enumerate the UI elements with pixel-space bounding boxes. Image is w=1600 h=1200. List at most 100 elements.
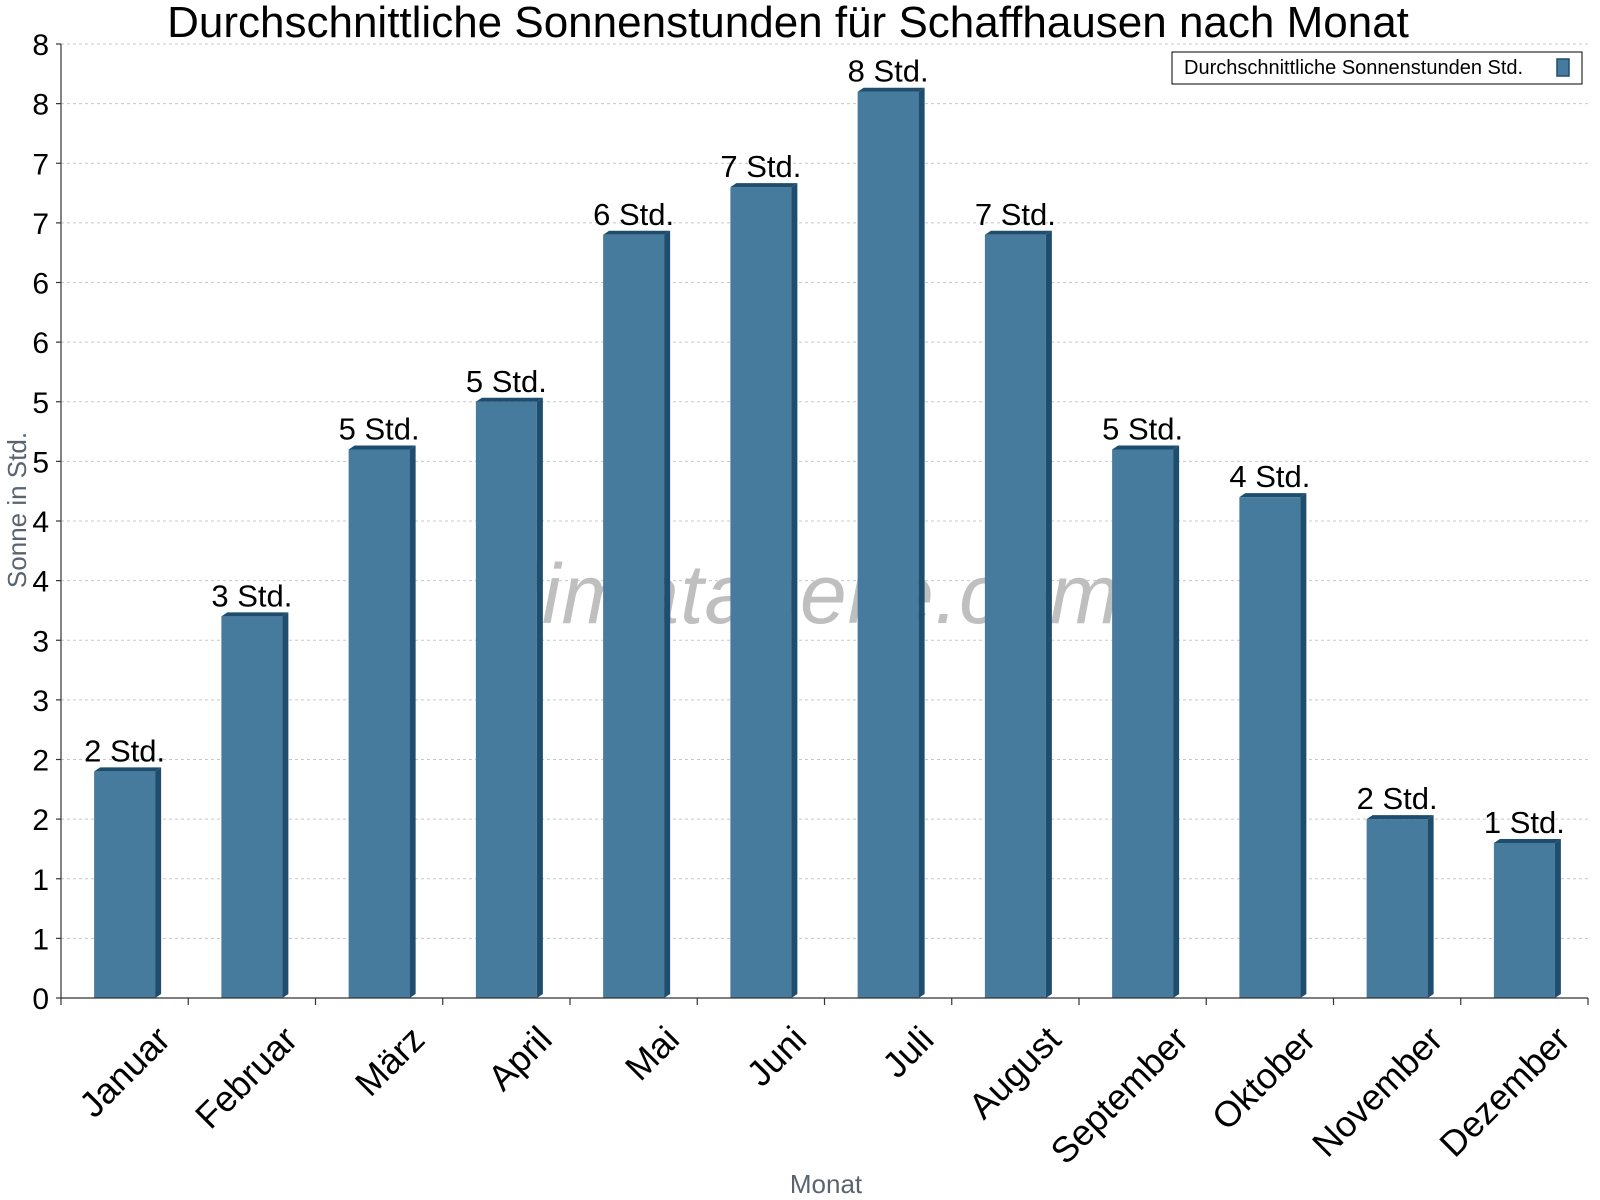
bar-face bbox=[857, 91, 919, 998]
y-tick-label: 6 bbox=[32, 268, 49, 301]
bar-face bbox=[94, 771, 156, 998]
y-tick-label: 7 bbox=[32, 208, 49, 241]
bar-face bbox=[348, 449, 410, 998]
bar-top bbox=[1493, 838, 1561, 843]
data-label: 6 Std. bbox=[593, 197, 674, 232]
bar-top bbox=[1239, 493, 1307, 498]
bar-top bbox=[984, 230, 1052, 235]
y-tick-label: 6 bbox=[32, 327, 49, 360]
bar-juli bbox=[857, 87, 925, 998]
bar-face bbox=[730, 187, 792, 999]
bar-side bbox=[791, 183, 798, 999]
bar-face bbox=[221, 616, 283, 998]
x-tick-label: Oktober bbox=[1204, 1018, 1324, 1138]
data-label: 4 Std. bbox=[1229, 459, 1310, 494]
bar-oktober bbox=[1239, 493, 1307, 998]
data-label: 1 Std. bbox=[1484, 805, 1565, 840]
bar-face bbox=[1493, 842, 1555, 998]
bar-side bbox=[918, 87, 925, 998]
bar-september bbox=[1112, 445, 1180, 998]
data-label: 5 Std. bbox=[1102, 411, 1183, 446]
bar-face bbox=[1112, 449, 1174, 998]
bar-face bbox=[1366, 819, 1428, 998]
bar-side bbox=[155, 767, 162, 998]
y-tick-label: 2 bbox=[32, 745, 49, 778]
y-tick-label: 0 bbox=[32, 983, 49, 1016]
data-label: 2 Std. bbox=[1357, 781, 1438, 816]
bar-side bbox=[1173, 445, 1180, 998]
x-tick-label: Februar bbox=[187, 1018, 305, 1136]
y-tick-label: 4 bbox=[32, 566, 49, 599]
legend-box bbox=[1171, 51, 1583, 85]
chart-title: Durchschnittliche Sonnenstunden für Scha… bbox=[167, 0, 1409, 47]
y-tick-label: 5 bbox=[32, 387, 49, 420]
bar-top bbox=[348, 445, 416, 450]
x-tick-label: Januar bbox=[71, 1018, 178, 1125]
y-tick-label: 1 bbox=[32, 923, 49, 956]
y-tick-label: 3 bbox=[32, 685, 49, 718]
bar-side bbox=[664, 230, 671, 999]
bar-side bbox=[1554, 838, 1561, 998]
bar-top bbox=[730, 183, 798, 188]
y-tick-label: 3 bbox=[32, 625, 49, 658]
data-label: 8 Std. bbox=[848, 54, 929, 89]
x-tick-label: November bbox=[1304, 1018, 1450, 1164]
axes bbox=[56, 43, 1589, 1005]
bar-top bbox=[475, 397, 543, 402]
bar-face bbox=[475, 401, 537, 998]
y-tick-label: 8 bbox=[32, 89, 49, 122]
bar-top bbox=[857, 87, 925, 92]
bar-face bbox=[984, 234, 1046, 999]
x-axis-label: Monat bbox=[790, 1169, 863, 1199]
legend-swatch bbox=[1556, 58, 1570, 77]
x-tick-label: Dezember bbox=[1431, 1018, 1577, 1164]
y-tick-label: 4 bbox=[32, 506, 49, 539]
x-tick-label: September bbox=[1042, 1018, 1196, 1172]
data-label: 5 Std. bbox=[339, 411, 420, 446]
bar-top bbox=[221, 612, 289, 617]
bar-side bbox=[536, 397, 543, 998]
y-tick-label: 1 bbox=[32, 864, 49, 897]
data-label: 7 Std. bbox=[720, 149, 801, 184]
bar-side bbox=[1300, 493, 1307, 998]
data-label: 3 Std. bbox=[211, 578, 292, 613]
data-label: 2 Std. bbox=[84, 733, 165, 768]
data-labels: 2 Std. 3 Std. 5 Std. 5 Std. 6 Std. 7 Std. 8 St… bbox=[84, 54, 1565, 840]
bar-januar bbox=[94, 767, 162, 998]
x-tick-label: Juli bbox=[874, 1018, 941, 1085]
y-tick-label: 8 bbox=[32, 29, 49, 62]
legend-label: Durchschnittliche Sonnenstunden Std. bbox=[1184, 57, 1523, 79]
x-tick-label: März bbox=[347, 1018, 433, 1104]
bar-februar bbox=[221, 612, 289, 998]
bar-top bbox=[1112, 445, 1180, 450]
data-label: 5 Std. bbox=[466, 364, 547, 399]
bar-mai bbox=[603, 230, 671, 999]
bar-side bbox=[1427, 815, 1434, 998]
bars bbox=[94, 87, 1561, 999]
bar-top bbox=[94, 767, 162, 772]
y-tick-labels: 0 1 1 2 2 3 3 4 4 5 5 6 6 7 7 8 8 bbox=[32, 29, 49, 1016]
bar-face bbox=[1239, 497, 1301, 998]
x-tick-label: August bbox=[960, 1018, 1068, 1126]
bar-juni bbox=[730, 183, 798, 999]
x-tick-labels: Januar Februar März April Mai Juni Juli AugustS… bbox=[71, 1018, 1578, 1172]
y-tick-label: 2 bbox=[32, 804, 49, 837]
bar-side bbox=[282, 612, 289, 998]
bar-side bbox=[409, 445, 416, 998]
legend: Durchschnittliche Sonnenstunden Std. bbox=[1171, 51, 1583, 85]
y-axis-label: Sonne in Std. bbox=[2, 432, 32, 588]
x-tick-label: Juni bbox=[738, 1018, 814, 1094]
y-tick-label: 7 bbox=[32, 148, 49, 181]
bar-november bbox=[1366, 815, 1434, 998]
bar-märz bbox=[348, 445, 416, 998]
bar-side bbox=[1045, 230, 1052, 999]
bar-dezember bbox=[1493, 838, 1561, 998]
bar-august bbox=[984, 230, 1052, 999]
data-label: 7 Std. bbox=[975, 197, 1056, 232]
grid-lines bbox=[61, 43, 1588, 939]
y-tick-label: 5 bbox=[32, 446, 49, 479]
bar-face bbox=[603, 234, 665, 999]
bar-top bbox=[603, 230, 671, 235]
x-tick-label: Mai bbox=[617, 1018, 687, 1088]
